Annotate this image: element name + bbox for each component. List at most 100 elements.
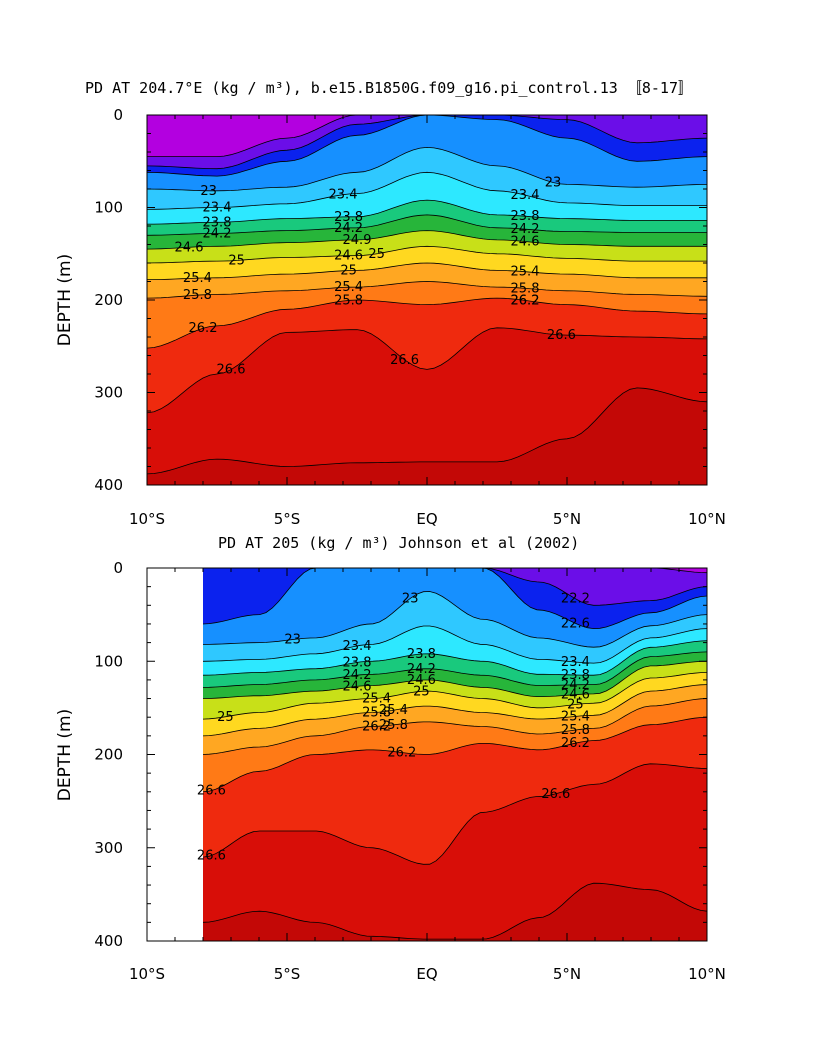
x-tick-label: 10°S [129, 965, 165, 983]
contour-label: 23.8 [561, 668, 590, 683]
contour-line-25-4 [202, 684, 708, 737]
contour-label: 26.6 [197, 784, 226, 799]
contour-label: 25 [228, 253, 245, 268]
contour-line-26-2 [146, 297, 708, 349]
contour-line-25-4 [147, 262, 707, 280]
contour-label: 25.8 [362, 705, 391, 720]
x-tick-label: 5°S [274, 965, 301, 983]
contour-label: 24.6 [334, 249, 363, 264]
contour-line-25-8 [146, 281, 708, 299]
y-tick-label: 300 [94, 384, 123, 402]
contour-line-26-2 [202, 716, 708, 793]
contour-label: 25.4 [334, 280, 363, 295]
x-tick-label: 10°N [688, 510, 726, 528]
y-tick-label: 100 [94, 199, 123, 217]
contour-label: 24.2 [511, 222, 540, 237]
contour-label: 26.6 [541, 787, 570, 802]
contour-label: 24.2 [561, 678, 590, 693]
contour-label: 24.6 [561, 688, 590, 703]
contour-label: 23 [200, 184, 217, 199]
contour-label: 23.8 [203, 215, 232, 230]
contour-label: 24.9 [343, 233, 372, 248]
contour-line-24-6 [146, 230, 707, 250]
contour-label: 26.2 [362, 719, 391, 734]
contour-label: 25 [413, 684, 430, 699]
contour-line-25-0 [146, 245, 707, 264]
bottom-axes: 10°S 5°S EQ 5°N 10°N 0 100 200 300 400 [94, 559, 726, 983]
top-axes: 10°S 5°S EQ 5°N 10°N 0 100 200 300 400 [94, 106, 726, 528]
contour-label: 25 [217, 710, 234, 725]
contour-label: 24.6 [175, 240, 204, 255]
top-plot-area: 23.42323.423.824.224.62525.425.826.226.6… [146, 114, 708, 485]
x-tick-label: 5°N [553, 965, 581, 983]
contour-label: 26.6 [547, 328, 576, 343]
contour-line-26-6 [202, 763, 708, 865]
contour-label: 25.4 [511, 265, 540, 280]
contour-label: 23.8 [334, 210, 363, 225]
contour-label: 24.2 [343, 668, 372, 683]
x-tick-label: EQ [416, 510, 437, 528]
contour-label: 23.4 [329, 188, 358, 203]
contour-label: 22.6 [561, 616, 590, 631]
x-tick-label: 10°S [129, 510, 165, 528]
contour-label: 23.4 [343, 639, 372, 654]
contour-label: 26.2 [561, 736, 590, 751]
contour-label: 25.8 [379, 718, 408, 733]
x-tick-label: 5°N [553, 510, 581, 528]
bottom-panel-title: PD AT 205 (kg / m³) Johnson et al (2002) [218, 534, 579, 552]
contour-label: 23 [545, 176, 562, 191]
contour-line-27-0 [146, 387, 708, 475]
contour-label: 26.2 [511, 293, 540, 308]
y-tick-label: 300 [94, 839, 123, 857]
y-tick-label: 200 [94, 746, 123, 764]
bottom-y-axis-label: DEPTH (m) [55, 709, 75, 801]
contour-label: 25.8 [511, 281, 540, 296]
top-panel: PD AT 204.7°E (kg / m³), b.e15.B1850G.f0… [55, 79, 726, 528]
x-tick-label: EQ [416, 965, 437, 983]
contour-label: 26.2 [511, 293, 540, 308]
y-tick-label: 0 [113, 106, 123, 124]
contour-label: 23 [284, 633, 301, 648]
contour-label: 22.2 [561, 592, 590, 607]
top-panel-title: PD AT 204.7°E (kg / m³), b.e15.B1850G.f0… [85, 79, 693, 97]
contour-line-23-0 [202, 591, 708, 648]
contour-label: 24.2 [203, 226, 232, 241]
contour-line-25-0 [202, 672, 708, 720]
contour-label: 26.2 [387, 746, 416, 761]
top-y-axis-label: DEPTH (m) [55, 254, 75, 346]
contour-label: 23.4 [511, 188, 540, 203]
contour-label: 24.6 [407, 673, 436, 688]
contour-label: 24.2 [334, 221, 363, 236]
y-tick-label: 400 [94, 476, 123, 494]
contour-line-23-4 [202, 625, 708, 664]
contour-label: 26.6 [217, 363, 246, 378]
density-band-22-2 [203, 568, 707, 606]
contour-label: 23 [402, 591, 419, 606]
contour-line-24-2 [146, 214, 707, 236]
contour-label: 24.6 [511, 235, 540, 250]
contour-line-23-0 [146, 146, 708, 192]
density-band-21-8 [147, 115, 707, 157]
contour-label: 23.4 [561, 655, 590, 670]
contour-line-26-6 [146, 327, 708, 414]
y-tick-label: 0 [113, 559, 123, 577]
contour-line-23-8 [147, 199, 707, 225]
contour-label: 24.2 [407, 662, 436, 677]
contour-label: 23.8 [511, 209, 540, 224]
bottom-panel: PD AT 205 (kg / m³) Johnson et al (2002)… [55, 534, 726, 983]
contour-label: 25.4 [561, 709, 590, 724]
contour-label: 25 [340, 264, 357, 279]
contour-line-24-2 [202, 651, 708, 688]
contour-label: 26.6 [197, 849, 226, 864]
contour-line-24-6 [203, 660, 708, 699]
contour-label: 25.8 [334, 293, 363, 308]
y-tick-label: 400 [94, 932, 123, 950]
contour-label: 23.8 [343, 655, 372, 670]
contour-label: 24.6 [343, 679, 372, 694]
contour-line-25-8 [202, 698, 708, 755]
y-tick-label: 200 [94, 291, 123, 309]
contour-label: 25.4 [379, 703, 408, 718]
bottom-plot-area: 22.222.6232323.423.824.224.62525.425.826… [197, 567, 708, 941]
contour-label: 23.4 [203, 201, 232, 216]
